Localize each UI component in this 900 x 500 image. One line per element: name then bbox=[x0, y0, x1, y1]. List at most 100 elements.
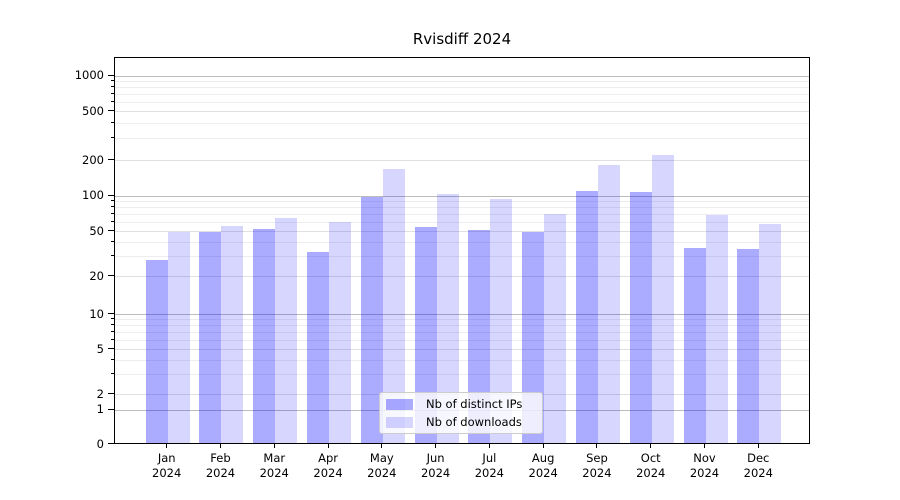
minor-gridline-600 bbox=[115, 101, 809, 103]
x-tick-label-mar: Mar 2024 bbox=[259, 451, 289, 480]
y-minor-tick-7 bbox=[110, 331, 114, 332]
minor-gridline-3 bbox=[115, 374, 809, 376]
x-tick-label-dec: Dec 2024 bbox=[743, 451, 773, 480]
legend-swatch-distinct-ips bbox=[386, 398, 413, 410]
bar-nb-of-distinct-ips-jan bbox=[145, 260, 168, 443]
y-minor-tick-60 bbox=[110, 220, 114, 222]
gridline-1000 bbox=[115, 75, 809, 77]
bar-nb-of-distinct-ips-aug bbox=[522, 232, 545, 443]
gridline-100 bbox=[115, 195, 809, 197]
y-tick-10 bbox=[108, 313, 114, 314]
minor-gridline-9 bbox=[115, 319, 809, 321]
x-tick-jul bbox=[488, 444, 490, 448]
bar-nb-of-downloads-jun bbox=[436, 193, 459, 443]
gridline-20 bbox=[115, 276, 809, 277]
x-tick-sep bbox=[596, 444, 598, 448]
plot-area bbox=[114, 57, 810, 444]
y-minor-tick-6 bbox=[110, 338, 114, 340]
legend-row-downloads: Nb of downloads bbox=[380, 415, 542, 430]
y-tick-label-20: 20 bbox=[89, 268, 104, 283]
x-tick-mar bbox=[273, 444, 275, 448]
minor-gridline-6 bbox=[115, 339, 809, 341]
x-tick-oct bbox=[650, 444, 652, 448]
minor-gridline-800 bbox=[115, 86, 809, 88]
y-tick-500 bbox=[108, 110, 114, 111]
bar-nb-of-downloads-feb bbox=[221, 226, 244, 443]
y-tick-label-0: 0 bbox=[96, 436, 104, 451]
x-tick-label-aug: Aug 2024 bbox=[528, 451, 558, 480]
bar-nb-of-downloads-jan bbox=[167, 232, 190, 443]
bar-nb-of-downloads-apr bbox=[329, 222, 352, 443]
y-minor-tick-4 bbox=[110, 358, 114, 360]
gridline-5 bbox=[115, 349, 809, 350]
bar-nb-of-downloads-sep bbox=[597, 165, 620, 443]
y-tick-label-5: 5 bbox=[96, 341, 104, 356]
bar-nb-of-downloads-jul bbox=[490, 199, 513, 443]
x-tick-jun bbox=[435, 444, 437, 448]
y-tick-label-500: 500 bbox=[82, 103, 104, 118]
x-tick-label-jun: Jun 2024 bbox=[420, 451, 451, 480]
y-tick-20 bbox=[108, 275, 114, 276]
minor-gridline-300 bbox=[115, 138, 809, 140]
bar-nb-of-distinct-ips-nov bbox=[683, 247, 706, 443]
bar-nb-of-distinct-ips-oct bbox=[629, 192, 652, 443]
y-minor-tick-800 bbox=[110, 85, 114, 87]
x-tick-label-may: May 2024 bbox=[367, 451, 397, 480]
x-tick-apr bbox=[327, 444, 329, 448]
bar-nb-of-distinct-ips-jun bbox=[414, 227, 437, 443]
y-tick-label-2: 2 bbox=[96, 386, 104, 401]
x-tick-label-sep: Sep 2024 bbox=[582, 451, 612, 480]
y-tick-label-200: 200 bbox=[82, 152, 104, 167]
x-tick-label-nov: Nov 2024 bbox=[689, 451, 720, 480]
bar-nb-of-distinct-ips-dec bbox=[737, 248, 760, 443]
y-minor-tick-80 bbox=[110, 205, 114, 207]
y-tick-2 bbox=[108, 393, 114, 394]
bar-nb-of-downloads-aug bbox=[544, 214, 567, 443]
legend-label-downloads: Nb of downloads bbox=[426, 415, 522, 429]
x-tick-aug bbox=[542, 444, 544, 448]
y-minor-tick-900 bbox=[110, 79, 114, 81]
x-tick-nov bbox=[704, 444, 705, 448]
y-minor-tick-400 bbox=[110, 122, 114, 123]
y-tick-5 bbox=[108, 348, 114, 349]
y-minor-tick-300 bbox=[110, 137, 114, 139]
bar-nb-of-distinct-ips-jul bbox=[468, 230, 491, 443]
minor-gridline-700 bbox=[115, 93, 809, 95]
x-tick-label-apr: Apr 2024 bbox=[313, 451, 343, 480]
minor-gridline-80 bbox=[115, 206, 809, 208]
bar-nb-of-distinct-ips-may bbox=[360, 197, 383, 443]
y-tick-label-1: 1 bbox=[96, 402, 104, 416]
x-tick-may bbox=[381, 444, 383, 448]
y-minor-tick-600 bbox=[110, 100, 114, 102]
minor-gridline-4 bbox=[115, 359, 809, 361]
gridline-500 bbox=[115, 111, 809, 112]
minor-gridline-400 bbox=[115, 123, 809, 124]
x-tick-dec bbox=[757, 444, 759, 448]
gridline-50 bbox=[115, 231, 809, 232]
y-minor-tick-3 bbox=[110, 373, 114, 375]
y-tick-label-1000: 1000 bbox=[74, 68, 104, 82]
legend-row-distinct-ips: Nb of distinct IPs bbox=[380, 397, 542, 412]
y-tick-200 bbox=[108, 159, 114, 161]
y-minor-tick-40 bbox=[110, 240, 114, 242]
legend-label-distinct-ips: Nb of distinct IPs bbox=[426, 397, 523, 411]
y-minor-tick-8 bbox=[110, 324, 114, 326]
gridline-200 bbox=[115, 160, 809, 162]
x-tick-jan bbox=[166, 444, 168, 448]
y-tick-100 bbox=[108, 194, 114, 196]
y-tick-0 bbox=[108, 443, 114, 444]
minor-gridline-70 bbox=[115, 213, 809, 215]
minor-gridline-40 bbox=[115, 241, 809, 243]
bar-nb-of-distinct-ips-sep bbox=[575, 191, 598, 443]
bar-nb-of-distinct-ips-apr bbox=[307, 251, 330, 443]
x-tick-label-jan: Jan 2024 bbox=[152, 451, 182, 480]
minor-gridline-8 bbox=[115, 325, 809, 327]
bar-nb-of-downloads-nov bbox=[705, 215, 728, 443]
minor-gridline-7 bbox=[115, 332, 809, 333]
y-tick-label-100: 100 bbox=[82, 188, 104, 202]
y-minor-tick-90 bbox=[110, 199, 114, 201]
y-minor-tick-30 bbox=[110, 255, 114, 257]
gridline-10 bbox=[115, 314, 809, 315]
y-tick-label-50: 50 bbox=[89, 223, 104, 238]
